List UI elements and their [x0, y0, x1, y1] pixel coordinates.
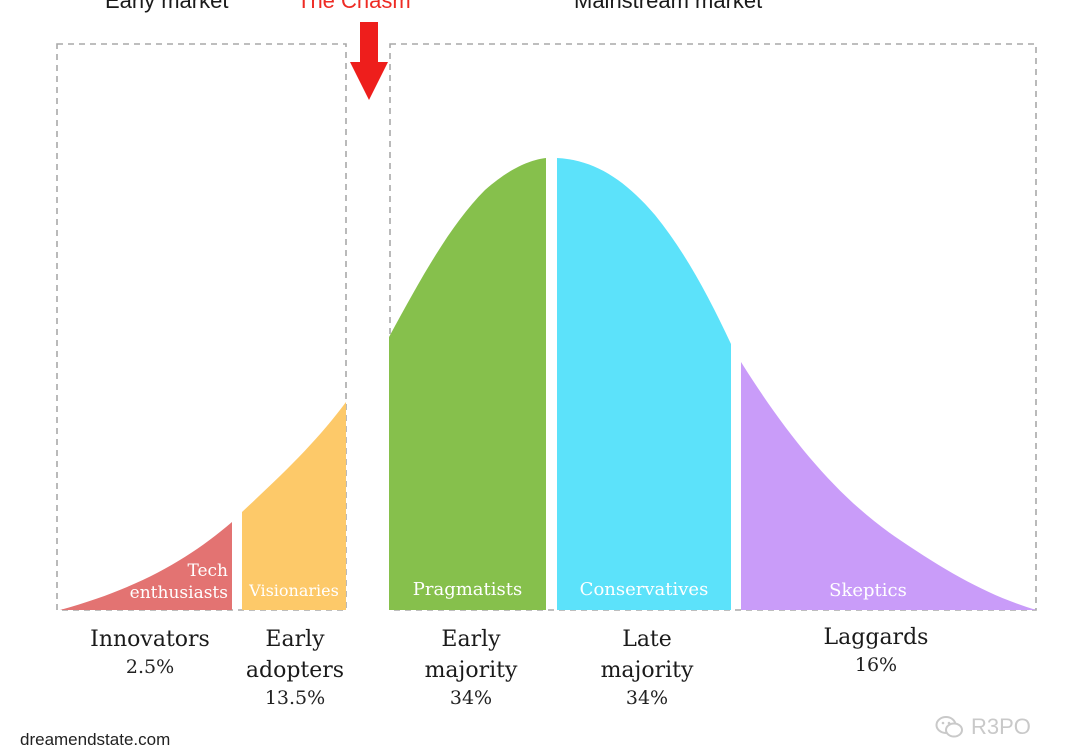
- category-line: Early: [265, 627, 325, 652]
- segment-label-early-majority: Pragmatists: [389, 579, 546, 601]
- percent-early-adopters: 13.5%: [264, 687, 326, 709]
- segment-innovators: [60, 522, 232, 610]
- segment-late-majority: [557, 158, 731, 610]
- watermark-text: R3PO: [971, 714, 1031, 739]
- segment-early-adopters: [242, 402, 346, 610]
- early-market-heading: Early market: [105, 0, 229, 13]
- segment-label-laggards: Skeptics: [800, 580, 936, 602]
- category-line: Early: [441, 627, 501, 652]
- category-early-adopters: Early adopters: [215, 624, 375, 686]
- category-line: Laggards: [823, 625, 929, 650]
- segment-label-late-majority: Conservatives: [557, 579, 731, 601]
- percent-early-majority: 34%: [449, 687, 493, 709]
- category-laggards: Laggards: [796, 622, 956, 653]
- chasm-arrow-icon: [350, 22, 388, 100]
- segment-label-line: Skeptics: [829, 580, 907, 601]
- percent-innovators: 2.5%: [125, 656, 175, 678]
- segment-label-innovators: Tech enthusiasts: [110, 560, 228, 604]
- the-chasm-heading: The Chasm: [297, 0, 411, 13]
- category-line: Innovators: [90, 627, 210, 652]
- segment-label-line: Conservatives: [579, 579, 709, 600]
- category-line: majority: [424, 658, 518, 683]
- category-line: adopters: [245, 658, 345, 683]
- category-innovators: Innovators: [70, 624, 230, 655]
- wechat-icon: [935, 716, 963, 738]
- source-credit: dreamendstate.com: [20, 730, 171, 749]
- segment-label-line: Tech: [187, 561, 228, 581]
- watermark: R3PO: [935, 712, 1055, 742]
- percent-laggards: 16%: [854, 654, 898, 676]
- segment-label-line: Pragmatists: [412, 579, 523, 600]
- category-line: Late: [622, 627, 672, 652]
- mainstream-market-heading: Mainstream market: [574, 0, 763, 13]
- category-early-majority: Early majority: [391, 624, 551, 686]
- category-late-majority: Late majority: [567, 624, 727, 686]
- segment-label-early-adopters: Visionaries: [242, 580, 346, 602]
- early-market-box: [56, 43, 347, 611]
- segment-early-majority: [389, 158, 546, 610]
- segment-laggards: [741, 362, 1036, 610]
- percent-late-majority: 34%: [625, 687, 669, 709]
- segment-label-line: enthusiasts: [129, 583, 228, 603]
- category-line: majority: [600, 658, 694, 683]
- segment-label-line: Visionaries: [249, 581, 339, 600]
